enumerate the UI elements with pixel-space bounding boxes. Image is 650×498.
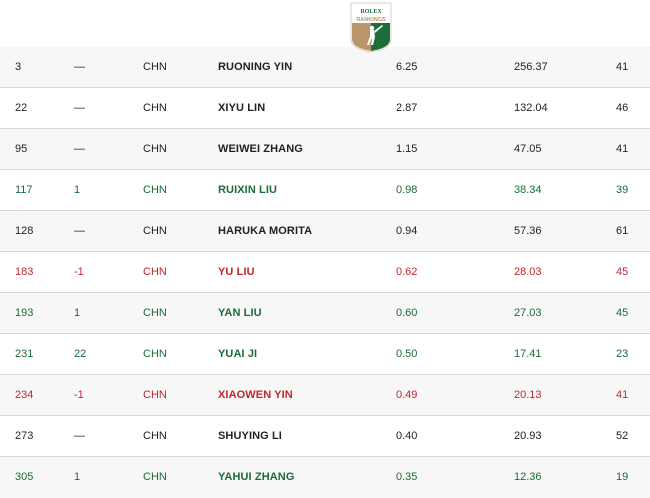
rank-cell: 305 (15, 471, 34, 483)
average-points-cell: 0.49 (396, 389, 418, 401)
events-cell: 23 (616, 348, 629, 360)
rank-cell: 117 (15, 184, 33, 196)
rank-cell: 128 (15, 225, 34, 237)
table-row[interactable]: 273 — CHN SHUYING LI 0.40 20.93 52 (0, 416, 650, 457)
rank-cell: 3 (15, 61, 22, 73)
average-points-cell: 0.40 (396, 430, 418, 442)
average-points-cell: 0.50 (396, 348, 418, 360)
average-points-cell: 1.15 (396, 143, 418, 155)
header-band (0, 0, 650, 47)
player-name-link[interactable]: HARUKA MORITA (218, 225, 313, 237)
total-points-cell: 132.04 (514, 102, 548, 114)
nationality-cell: CHN (143, 225, 167, 237)
nationality-cell: CHN (143, 143, 167, 155)
average-points-cell: 0.60 (396, 307, 418, 319)
movement-cell: -1 (74, 266, 84, 278)
movement-cell: 1 (74, 184, 81, 196)
events-cell: 45 (616, 266, 629, 278)
movement-cell: 1 (74, 471, 81, 483)
player-name-link[interactable]: SHUYING LI (218, 430, 282, 442)
nationality-cell: CHN (143, 307, 167, 319)
player-name-link[interactable]: RUIXIN LIU (218, 184, 278, 196)
table-row[interactable]: 305 1 CHN YAHUI ZHANG 0.35 12.36 19 (0, 457, 650, 498)
rolex-rankings-logo[interactable]: ROLEX RANKINGS (348, 1, 394, 53)
total-points-cell: 20.13 (514, 389, 542, 401)
total-points-cell: 47.05 (514, 143, 542, 155)
events-cell: 52 (616, 430, 629, 442)
total-points-cell: 57.36 (514, 225, 542, 237)
total-points-cell: 38.34 (514, 184, 542, 196)
movement-cell: — (74, 102, 85, 114)
table-row[interactable]: 3 — CHN RUONING YIN 6.25 256.37 41 (0, 47, 650, 88)
nationality-cell: CHN (143, 348, 167, 360)
player-name-link[interactable]: YU LIU (218, 266, 255, 278)
total-points-cell: 20.93 (514, 430, 542, 442)
average-points-cell: 0.94 (396, 225, 418, 237)
rank-cell: 234 (15, 389, 34, 401)
player-name-link[interactable]: XIYU LIN (218, 102, 266, 114)
average-points-cell: 2.87 (396, 102, 418, 114)
total-points-cell: 28.03 (514, 266, 542, 278)
total-points-cell: 12.36 (514, 471, 542, 483)
events-cell: 41 (616, 61, 629, 73)
movement-cell: — (74, 143, 85, 155)
movement-cell: — (74, 430, 85, 442)
total-points-cell: 256.37 (514, 61, 548, 73)
player-name-link[interactable]: YAHUI ZHANG (218, 471, 295, 483)
table-row[interactable]: 128 — CHN HARUKA MORITA 0.94 57.36 61 (0, 211, 650, 252)
nationality-cell: CHN (143, 61, 167, 73)
events-cell: 45 (616, 307, 629, 319)
nationality-cell: CHN (143, 430, 167, 442)
average-points-cell: 0.35 (396, 471, 418, 483)
nationality-cell: CHN (143, 102, 167, 114)
rankings-table: 3 — CHN RUONING YIN 6.25 256.37 41 22 — … (0, 47, 650, 498)
movement-cell: 1 (74, 307, 81, 319)
table-row[interactable]: 234 -1 CHN XIAOWEN YIN 0.49 20.13 41 (0, 375, 650, 416)
events-cell: 41 (616, 143, 629, 155)
movement-cell: -1 (74, 389, 84, 401)
table-row[interactable]: 95 — CHN WEIWEI ZHANG 1.15 47.05 41 (0, 129, 650, 170)
rank-cell: 273 (15, 430, 34, 442)
events-cell: 19 (616, 471, 629, 483)
player-name-link[interactable]: RUONING YIN (218, 61, 293, 73)
nationality-cell: CHN (143, 389, 167, 401)
rank-cell: 193 (15, 307, 34, 319)
nationality-cell: CHN (143, 184, 167, 196)
table-row[interactable]: 231 22 CHN YUAI JI 0.50 17.41 23 (0, 334, 650, 375)
player-name-link[interactable]: YAN LIU (218, 307, 262, 319)
rank-cell: 231 (15, 348, 34, 360)
events-cell: 39 (616, 184, 629, 196)
logo-subtitle-text: RANKINGS (356, 17, 386, 23)
table-row[interactable]: 183 -1 CHN YU LIU 0.62 28.03 45 (0, 252, 650, 293)
player-name-link[interactable]: XIAOWEN YIN (218, 389, 293, 401)
movement-cell: — (74, 61, 85, 73)
total-points-cell: 27.03 (514, 307, 542, 319)
average-points-cell: 0.62 (396, 266, 418, 278)
player-name-link[interactable]: YUAI JI (218, 348, 258, 360)
logo-brand-text: ROLEX (360, 9, 382, 15)
nationality-cell: CHN (143, 471, 167, 483)
movement-cell: — (74, 225, 85, 237)
rank-cell: 22 (15, 102, 28, 114)
events-cell: 61 (616, 225, 629, 237)
player-name-link[interactable]: WEIWEI ZHANG (218, 143, 303, 155)
average-points-cell: 0.98 (396, 184, 418, 196)
rank-cell: 95 (15, 143, 28, 155)
nationality-cell: CHN (143, 266, 167, 278)
events-cell: 46 (616, 102, 629, 114)
average-points-cell: 6.25 (396, 61, 418, 73)
total-points-cell: 17.41 (514, 348, 542, 360)
table-row[interactable]: 117 1 CHN RUIXIN LIU 0.98 38.34 39 (0, 170, 650, 211)
rank-cell: 183 (15, 266, 34, 278)
events-cell: 41 (616, 389, 629, 401)
table-row[interactable]: 193 1 CHN YAN LIU 0.60 27.03 45 (0, 293, 650, 334)
rolex-rankings-golfer-logo-icon: ROLEX RANKINGS (350, 2, 392, 53)
movement-cell: 22 (74, 348, 87, 360)
table-row[interactable]: 22 — CHN XIYU LIN 2.87 132.04 46 (0, 88, 650, 129)
